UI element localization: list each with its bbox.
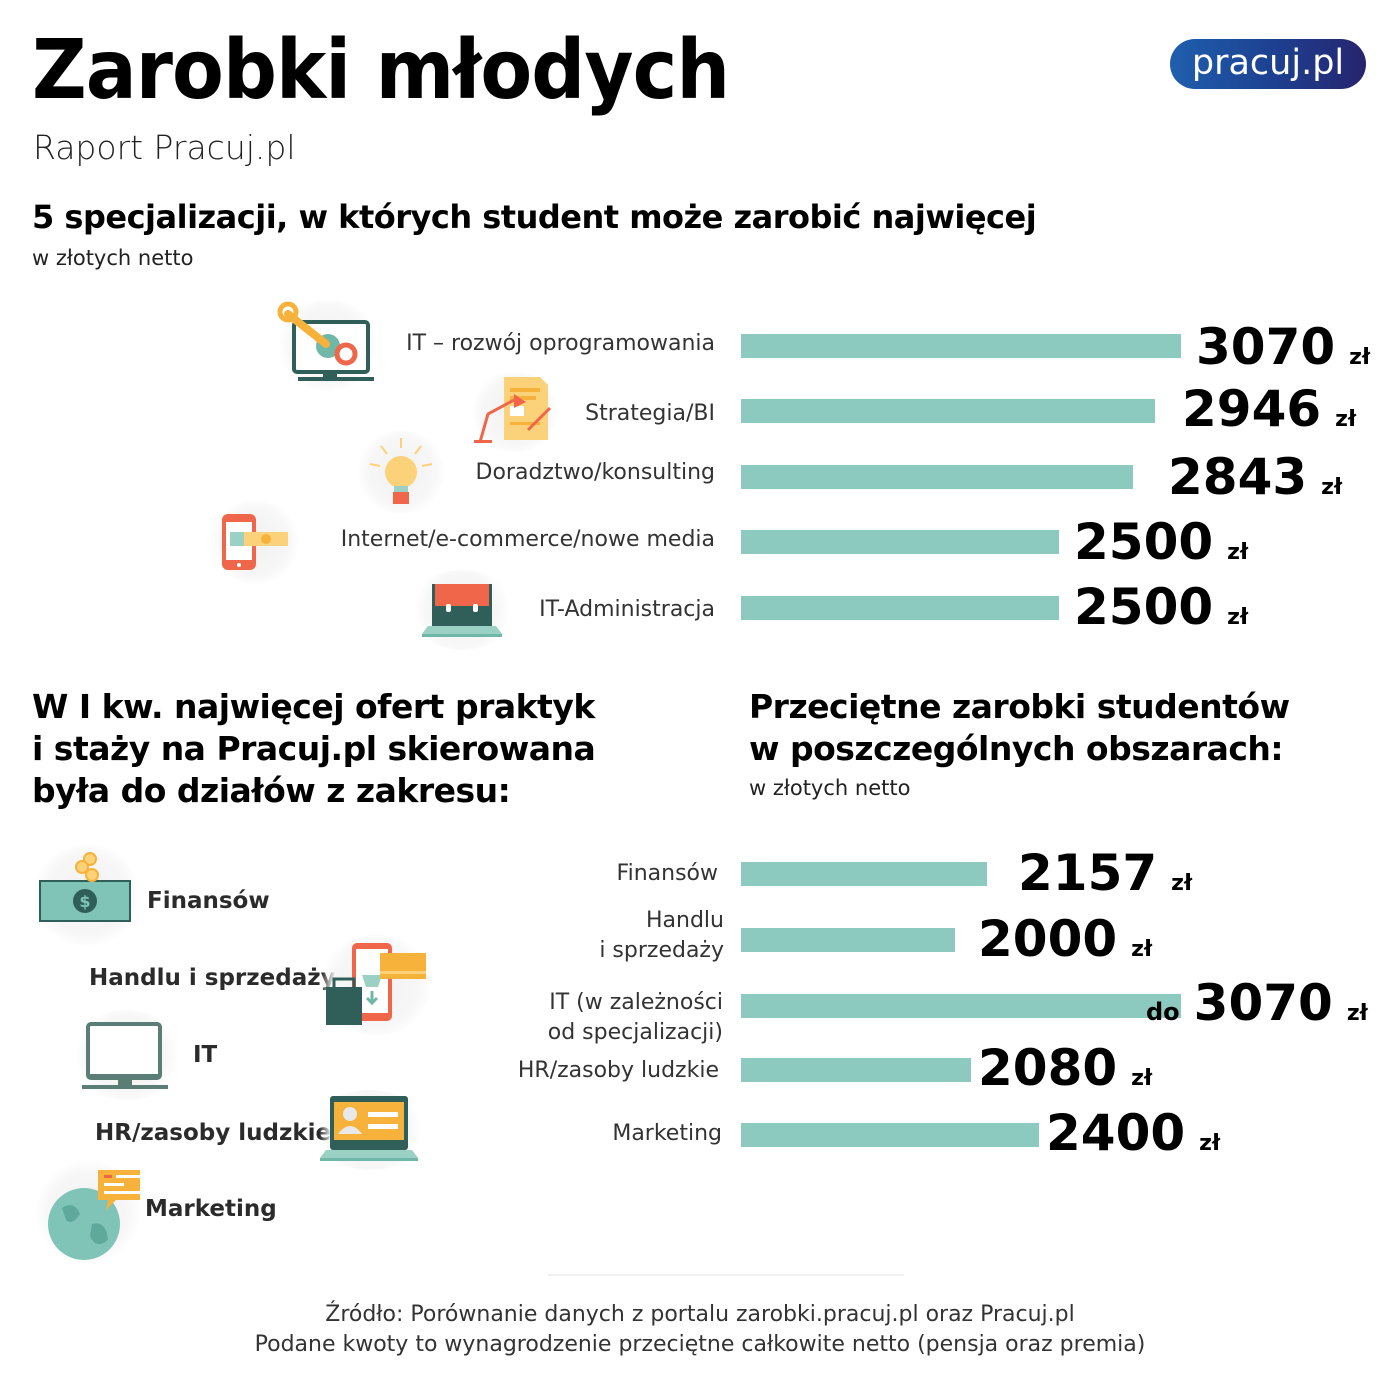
bar-label: HR/zasoby ludzkie bbox=[517, 1058, 719, 1083]
bar-it-development bbox=[741, 334, 1181, 358]
bar-value: 2843 zł bbox=[1168, 448, 1343, 506]
section2-title-line: była do działów z zakresu: bbox=[32, 771, 511, 810]
bar-it-administration bbox=[741, 596, 1059, 620]
footer-note: Podane kwoty to wynagrodzenie przeciętne… bbox=[254, 1332, 1146, 1357]
bar-marketing bbox=[741, 1123, 1039, 1147]
money-bill-icon: $ bbox=[32, 845, 142, 945]
bar-value: 2500 zł bbox=[1074, 578, 1249, 636]
department-label: Finansów bbox=[147, 888, 270, 914]
section3-title-line: Przeciętne zarobki studentów bbox=[749, 687, 1290, 726]
monitor-wrench-gears-icon bbox=[276, 300, 380, 390]
bar-label: Internet/e-commerce/nowe media bbox=[340, 527, 715, 552]
footer-source: Źródło: Porównanie danych z portalu zaro… bbox=[325, 1302, 1075, 1327]
page-subtitle: Raport Pracuj.pl bbox=[33, 128, 296, 167]
department-label: Marketing bbox=[145, 1196, 277, 1222]
section2-title-line: W I kw. najwięcej ofert praktyk bbox=[32, 687, 595, 726]
section1-title: 5 specjalizacji, w których student może … bbox=[32, 198, 1037, 236]
monitor-icon bbox=[72, 1010, 182, 1100]
footer-divider bbox=[548, 1274, 904, 1276]
bar-label: Doradztwo/konsulting bbox=[475, 460, 715, 485]
bar-value: 2080 zł bbox=[978, 1039, 1153, 1097]
bar-consulting bbox=[741, 465, 1133, 489]
shopping-phone-icon bbox=[318, 935, 434, 1035]
laptop-profile-icon bbox=[312, 1090, 428, 1170]
laptop-briefcase-icon bbox=[410, 570, 514, 650]
bar-value: do 3070 zł bbox=[1146, 974, 1368, 1032]
report-chart-icon bbox=[470, 372, 560, 452]
department-label: IT bbox=[193, 1042, 218, 1068]
bar-value: 3070 zł bbox=[1196, 318, 1371, 376]
bar-value: 2500 zł bbox=[1074, 513, 1249, 571]
bar-label: Finansów bbox=[616, 861, 718, 886]
section3-title-line: w poszczególnych obszarach: bbox=[749, 729, 1284, 768]
bar-value: 2400 zł bbox=[1046, 1104, 1221, 1162]
bar-label: Marketing bbox=[612, 1121, 722, 1146]
bar-internet-ecommerce bbox=[741, 530, 1059, 554]
bar-label: IT (w zależności od specjalizacji) bbox=[547, 990, 723, 1045]
bar-label: Handlu i sprzedaży bbox=[599, 908, 724, 963]
bar-sales bbox=[741, 928, 955, 952]
bar-value: 2000 zł bbox=[978, 910, 1153, 968]
bar-it bbox=[741, 994, 1181, 1018]
bar-finance bbox=[741, 862, 987, 886]
svg-text:$: $ bbox=[79, 892, 90, 911]
globe-speech-icon bbox=[36, 1160, 140, 1264]
section2-title-line: i staży na Pracuj.pl skierowana bbox=[32, 729, 596, 768]
bar-hr bbox=[741, 1058, 971, 1082]
bar-label: IT-Administracja bbox=[539, 597, 715, 622]
bar-label: Strategia/BI bbox=[585, 401, 715, 426]
department-label: Handlu i sprzedaży bbox=[89, 965, 336, 991]
pracuj-logo[interactable]: pracuj.pl bbox=[1170, 39, 1366, 89]
section3-subtitle: w złotych netto bbox=[749, 776, 911, 800]
lightbulb-icon bbox=[356, 430, 446, 514]
bar-label: IT – rozwój oprogramowania bbox=[406, 331, 715, 356]
section3-title: Przeciętne zarobki studentów w poszczegó… bbox=[749, 686, 1290, 770]
bar-value: 2157 zł bbox=[1018, 844, 1193, 902]
bar-strategy-bi bbox=[741, 399, 1155, 423]
section2-title: W I kw. najwięcej ofert praktyk i staży … bbox=[32, 686, 596, 812]
phone-money-icon bbox=[210, 500, 300, 584]
section1-subtitle: w złotych netto bbox=[32, 246, 194, 270]
page-title: Zarobki młodych bbox=[32, 23, 730, 118]
bar-value: 2946 zł bbox=[1182, 380, 1357, 438]
department-label: HR/zasoby ludzkie bbox=[95, 1120, 332, 1146]
